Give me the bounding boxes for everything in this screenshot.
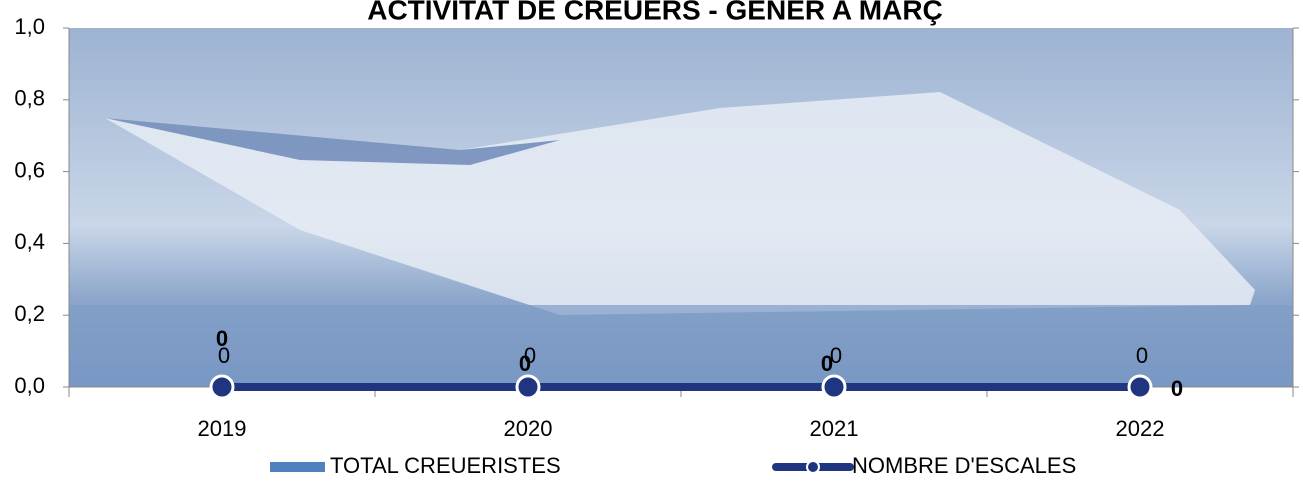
line-marker — [209, 374, 235, 400]
x-tick-label: 2020 — [504, 416, 553, 441]
y-tick-label: 0,4 — [14, 229, 45, 254]
bar-value-label: 0 — [218, 343, 230, 368]
line-value-label: 0 — [821, 351, 833, 376]
line-marker — [821, 374, 847, 400]
line-marker — [515, 374, 541, 400]
ship-hull-stripe — [105, 118, 560, 165]
chart-title: ACTIVITAT DE CREUERS - GENER A MARÇ — [367, 0, 943, 25]
bar-value-label: 0 — [830, 343, 842, 368]
bar-value-label: 0 — [1136, 343, 1148, 368]
legend-swatch — [270, 462, 325, 472]
x-tick-label: 2022 — [1116, 416, 1165, 441]
line-value-label: 0 — [216, 326, 228, 351]
y-tick-label: 0,2 — [14, 301, 45, 326]
sea — [69, 305, 1293, 387]
y-tick-label: 0,0 — [14, 373, 45, 398]
y-tick-label: 0,6 — [14, 157, 45, 182]
legend-label: TOTAL CREUERISTES — [330, 453, 561, 478]
x-tick-label: 2021 — [810, 416, 859, 441]
line-value-label: 0 — [519, 351, 531, 376]
y-tick-label: 1,0 — [14, 14, 45, 39]
legend-label: NOMBRE D'ESCALES — [852, 453, 1076, 478]
line-value-label: 0 — [1171, 376, 1183, 401]
legend-marker — [806, 460, 820, 474]
line-marker — [1127, 374, 1153, 400]
bar-value-label: 0 — [524, 343, 536, 368]
x-tick-label: 2019 — [198, 416, 247, 441]
y-tick-label: 0,8 — [14, 86, 45, 111]
